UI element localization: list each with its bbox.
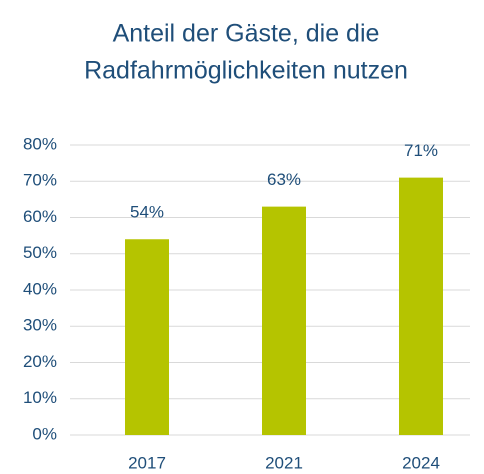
value-label: 54% (130, 203, 164, 222)
y-tick-label: 70% (23, 171, 57, 190)
x-tick-label: 2024 (402, 453, 440, 472)
y-tick-label: 60% (23, 207, 57, 226)
y-tick-label: 20% (23, 352, 57, 371)
chart-title: Anteil der Gäste, die die (113, 20, 380, 48)
y-tick-label: 50% (23, 243, 57, 262)
x-tick-label: 2021 (265, 453, 303, 472)
y-tick-label: 80% (23, 134, 57, 153)
chart-title: Radfahrmöglichkeiten nutzen (84, 57, 408, 85)
value-label: 71% (404, 141, 438, 160)
value-label: 63% (267, 170, 301, 189)
y-tick-label: 0% (32, 424, 57, 443)
x-tick-label: 2017 (128, 453, 166, 472)
bar (262, 206, 306, 435)
bar (125, 239, 169, 435)
y-tick-label: 40% (23, 279, 57, 298)
y-tick-label: 30% (23, 316, 57, 335)
bar (399, 177, 443, 435)
y-tick-label: 10% (23, 388, 57, 407)
